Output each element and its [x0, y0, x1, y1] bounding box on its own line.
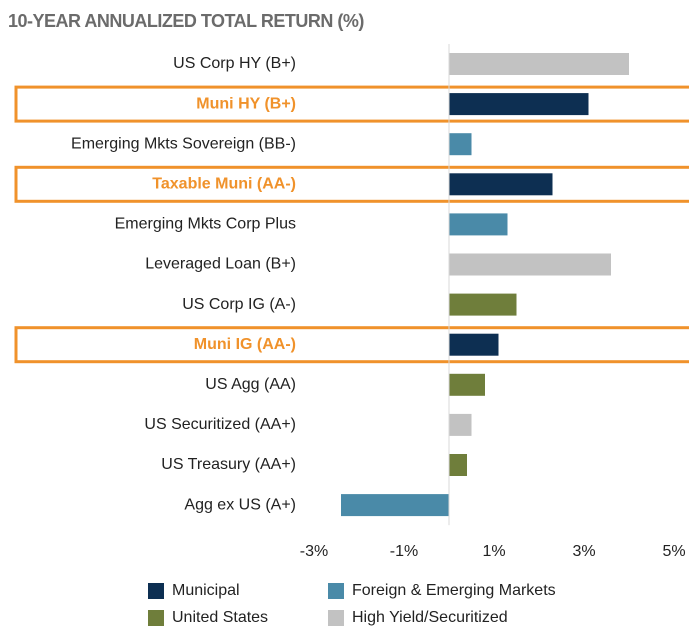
- y-tick-label: Agg ex US (A+): [184, 496, 296, 513]
- y-tick-label: US Securitized (AA+): [144, 416, 296, 433]
- legend-swatch: [148, 583, 164, 599]
- bar: [449, 93, 589, 116]
- legend-label: High Yield/Securitized: [352, 609, 508, 626]
- legend-label: United States: [172, 609, 268, 626]
- y-tick-label: Muni HY (B+): [196, 95, 296, 112]
- y-tick-label: Leveraged Loan (B+): [145, 256, 296, 273]
- highlight-box: [14, 326, 689, 364]
- y-tick-label: US Corp HY (B+): [173, 55, 296, 72]
- legend-label: Foreign & Emerging Markets: [352, 582, 556, 599]
- x-tick-label: -1%: [390, 543, 418, 560]
- bar: [449, 133, 472, 156]
- x-tick-label: 3%: [572, 543, 595, 560]
- bar: [449, 333, 499, 356]
- chart-title: 10-YEAR ANNUALIZED TOTAL RETURN (%): [8, 11, 364, 31]
- legend-label: Municipal: [172, 582, 240, 599]
- bar: [449, 293, 517, 316]
- highlight-box: [14, 85, 689, 123]
- y-tick-label: Emerging Mkts Corp Plus: [115, 216, 296, 233]
- bar: [449, 413, 472, 436]
- x-tick-label: -3%: [300, 543, 328, 560]
- bar: [449, 454, 467, 476]
- y-tick-label: Taxable Muni (AA-): [152, 176, 296, 193]
- y-tick-label: Emerging Mkts Sovereign (BB-): [71, 135, 296, 152]
- y-tick-label: US Treasury (AA+): [161, 456, 296, 473]
- bar: [449, 373, 485, 396]
- bar: [449, 213, 508, 236]
- legend-swatch: [328, 583, 344, 599]
- legend-swatch: [148, 610, 164, 626]
- x-tick-label: 1%: [482, 543, 505, 560]
- highlight-box: [14, 165, 689, 203]
- bar: [341, 494, 449, 517]
- y-tick-label: US Agg (AA): [205, 376, 296, 393]
- y-tick-label: Muni IG (AA-): [194, 336, 296, 353]
- legend-swatch: [328, 610, 344, 626]
- bar: [449, 173, 553, 196]
- x-tick-label: 5%: [662, 543, 685, 560]
- bar: [449, 253, 611, 276]
- y-tick-label: US Corp IG (A-): [182, 296, 296, 313]
- bar: [449, 53, 629, 75]
